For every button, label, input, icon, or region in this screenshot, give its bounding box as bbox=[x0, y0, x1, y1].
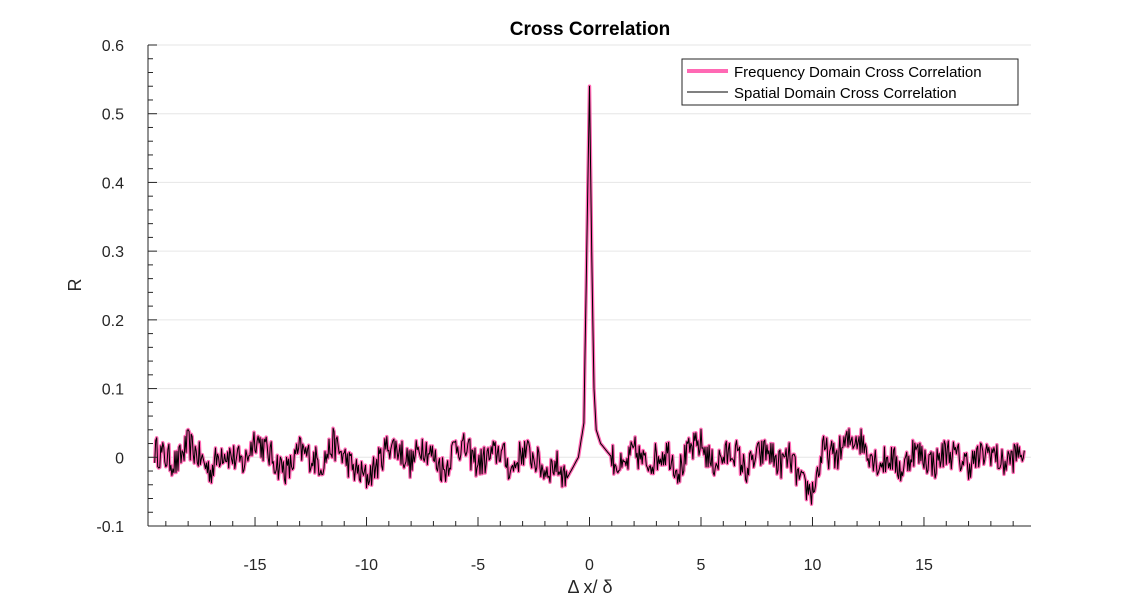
y-tick-label: -0.1 bbox=[96, 519, 124, 536]
y-tick-label: 0.3 bbox=[102, 244, 124, 261]
legend: Frequency Domain Cross Correlation Spati… bbox=[681, 58, 1019, 106]
legend-box bbox=[681, 58, 1019, 106]
x-tick-label: -10 bbox=[355, 557, 378, 574]
plot-area: -15 -10 -5 0 5 10 15 -0.1 0 0.1 0.2 0.3 0.4 0.5 0.6 bbox=[96, 38, 1031, 574]
x-tick-label: -5 bbox=[471, 557, 485, 574]
ticks: -15 -10 -5 0 5 10 15 -0.1 0 0.1 0.2 0.3 0.4 0.5 0.6 bbox=[96, 38, 1014, 574]
series-line-spatial-domain bbox=[154, 85, 1025, 505]
x-tick-label: 15 bbox=[915, 557, 933, 574]
series-layer bbox=[152, 84, 1027, 506]
x-axis-label: Δ x/ δ bbox=[567, 577, 612, 597]
chart-title: Cross Correlation bbox=[510, 19, 670, 40]
legend-label-frequency-domain: Frequency Domain Cross Correlation bbox=[734, 64, 982, 81]
legend-label-spatial-domain: Spatial Domain Cross Correlation bbox=[734, 85, 957, 102]
x-tick-label: -15 bbox=[243, 557, 266, 574]
y-tick-label: 0.5 bbox=[102, 107, 124, 124]
x-tick-label: 5 bbox=[697, 557, 706, 574]
y-tick-label: 0.1 bbox=[102, 382, 124, 399]
y-tick-label: 0 bbox=[115, 450, 124, 467]
y-tick-label: 0.6 bbox=[102, 38, 124, 55]
x-tick-label: 10 bbox=[804, 557, 822, 574]
y-tick-label: 0.4 bbox=[102, 175, 124, 192]
y-tick-label: 0.2 bbox=[102, 313, 124, 330]
x-tick-label: 0 bbox=[585, 557, 594, 574]
y-axis-label: R bbox=[65, 279, 85, 292]
